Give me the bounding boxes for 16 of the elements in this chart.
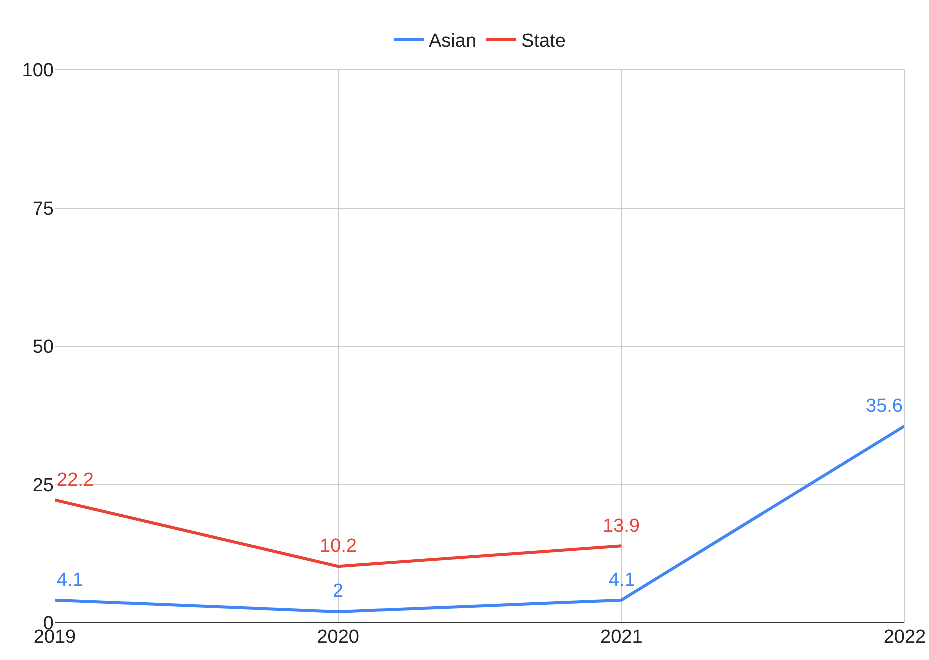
x-tick-label: 2021 [600,627,643,648]
data-label: 4.1 [609,570,636,591]
x-tick-label: 2020 [317,627,360,648]
data-label: 10.2 [320,536,357,557]
y-tick-label: 75 [32,198,54,220]
y-tick-label: 50 [32,337,54,358]
data-label: 35.6 [866,396,903,417]
data-label: 13.9 [603,516,640,537]
data-label: 2 [333,581,344,602]
data-label: 22.2 [57,470,94,491]
y-tick-label: 100 [22,60,54,82]
y-tick-label: 25 [32,475,54,496]
legend-label: Asian [429,31,477,52]
data-label: 4.1 [57,570,84,591]
x-tick-label: 2022 [884,627,926,648]
legend-label: State [522,31,566,52]
